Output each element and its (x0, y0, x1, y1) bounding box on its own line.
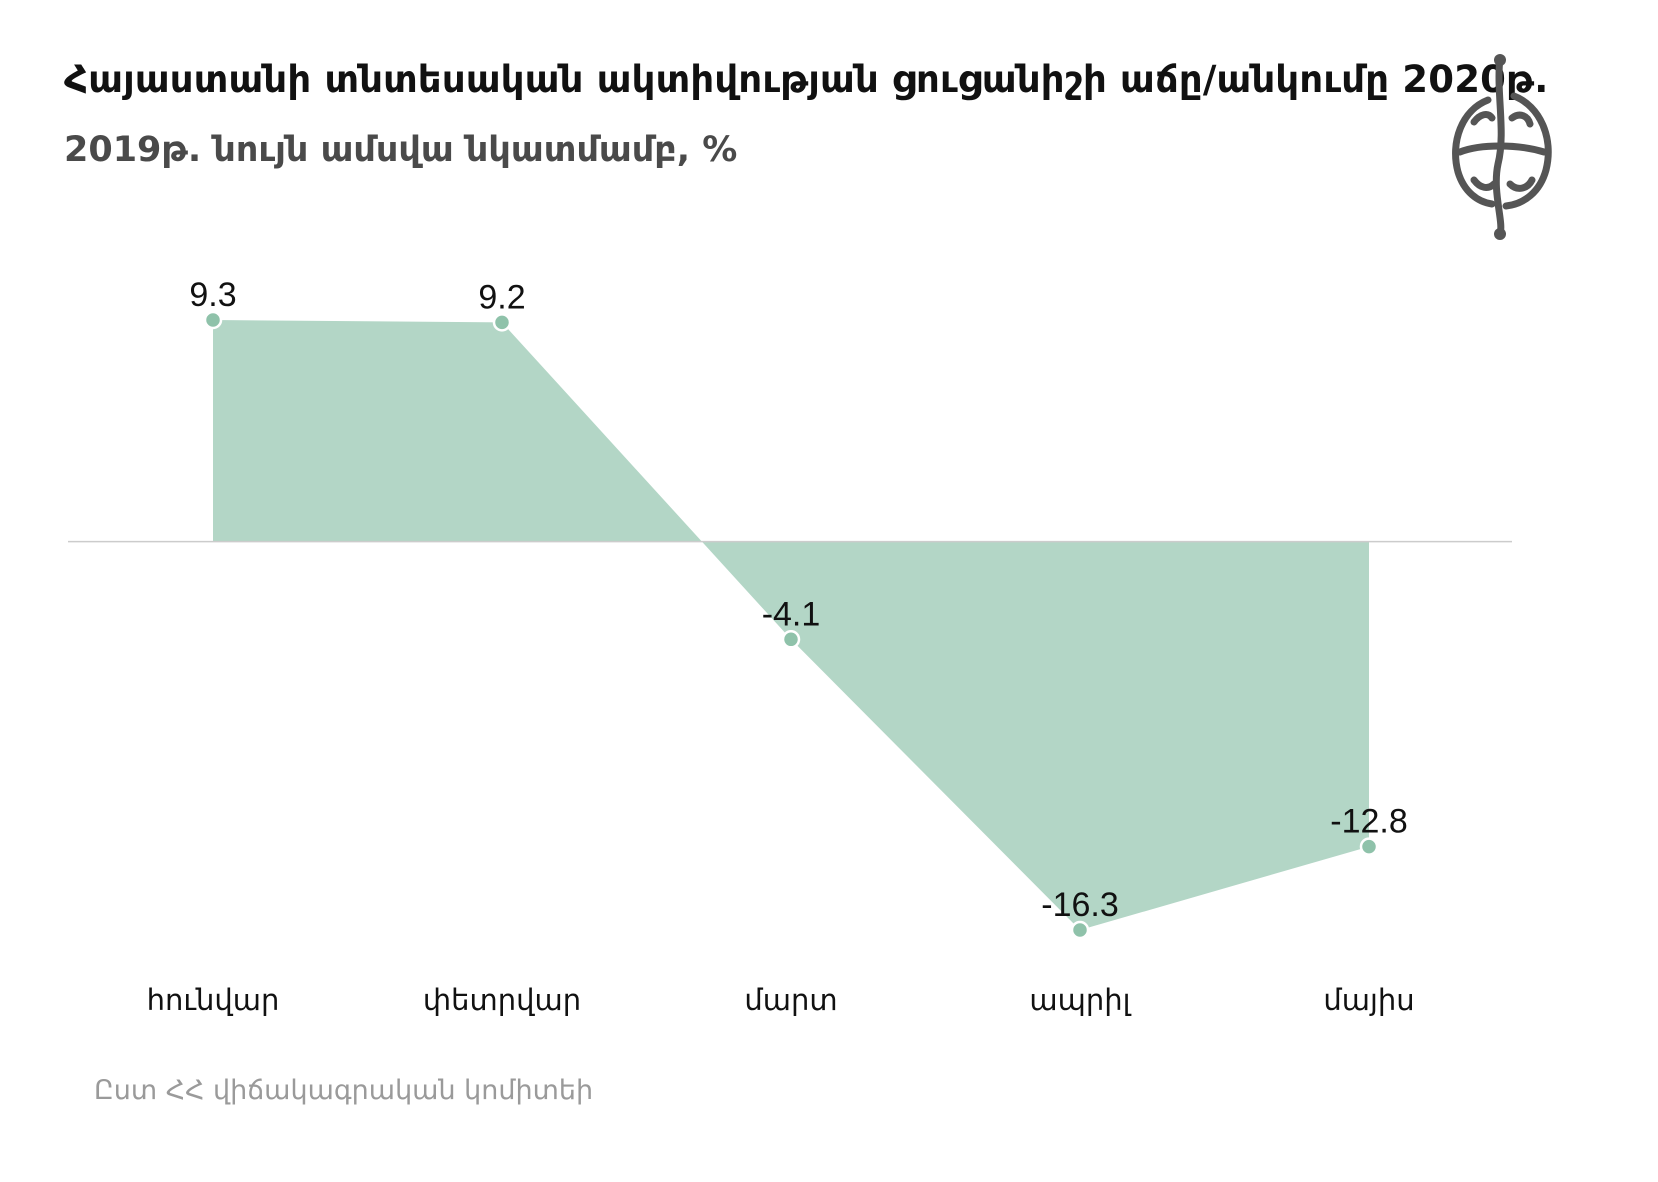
data-label-4: -16.3 (1041, 886, 1119, 924)
source-note: Ըստ ՀՀ վիճակագրական կոմիտեի (94, 1075, 594, 1106)
data-point-3 (781, 630, 801, 649)
data-label-2: 9.2 (478, 278, 525, 316)
data-point-1 (203, 310, 223, 330)
chart-subtitle: 2019թ. նույն ամսվա նկատմամբ, % (64, 130, 738, 170)
data-label-1: 9.3 (189, 276, 236, 314)
x-tick-label-3: մարտ (744, 983, 837, 1017)
data-label-3: -4.1 (762, 595, 821, 633)
data-label-5: -12.8 (1330, 803, 1408, 841)
chart-title: Հայաստանի տնտեսական ակտիվության ցուցանիշ… (64, 58, 1549, 101)
area-series (213, 320, 1369, 930)
data-point-4 (1070, 920, 1090, 940)
x-tick-label-5: մայիս (1323, 983, 1414, 1017)
x-tick-label-4: ապրիլ (1029, 983, 1131, 1017)
x-tick-label-1: հունվար (147, 983, 280, 1017)
globe-emblem-icon (1452, 54, 1552, 240)
data-point-5 (1359, 837, 1379, 856)
x-tick-label-2: փետրվար (423, 983, 581, 1017)
data-point-2 (492, 313, 512, 332)
